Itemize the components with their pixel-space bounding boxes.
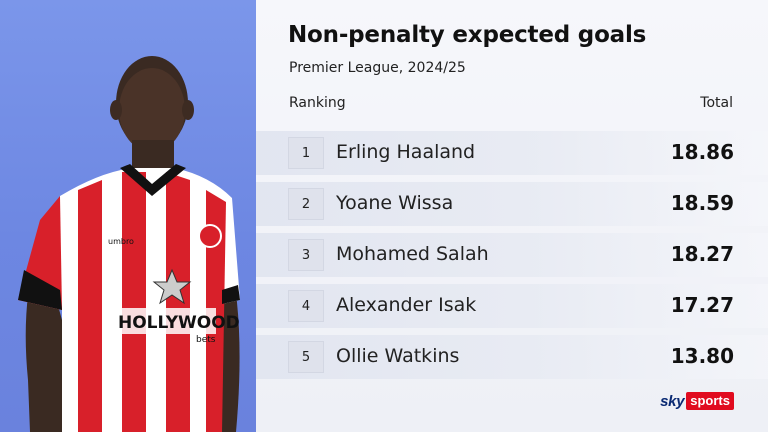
table-row: 4 Alexander Isak 17.27 — [256, 284, 768, 328]
sky-sports-logo: sky sports — [660, 391, 734, 411]
table-row: 5 Ollie Watkins 13.80 — [256, 335, 768, 379]
player-name: Ollie Watkins — [336, 345, 460, 367]
page-title: Non-penalty expected goals — [288, 22, 647, 48]
player-photo: HOLLYWOOD bets umbro — [0, 0, 256, 432]
player-illustration: HOLLYWOOD bets umbro — [18, 56, 240, 432]
player-value: 18.86 — [670, 140, 734, 164]
rank-badge: 5 — [288, 341, 324, 373]
rank-badge: 1 — [288, 137, 324, 169]
ranking-table: 1 Erling Haaland 18.86 2 Yoane Wissa 18.… — [256, 131, 768, 386]
shirt-sponsor-sub: bets — [196, 335, 216, 345]
column-header-total: Total — [700, 95, 733, 111]
rank-badge: 2 — [288, 188, 324, 220]
table-row: 3 Mohamed Salah 18.27 — [256, 233, 768, 277]
player-value: 18.27 — [670, 242, 734, 266]
player-name: Yoane Wissa — [336, 192, 454, 214]
stats-panel: Non-penalty expected goals Premier Leagu… — [256, 0, 768, 432]
column-header-ranking: Ranking — [289, 95, 346, 111]
table-row: 1 Erling Haaland 18.86 — [256, 131, 768, 175]
player-name: Mohamed Salah — [336, 243, 489, 265]
kit-brand: umbro — [108, 237, 134, 246]
player-name: Alexander Isak — [336, 294, 477, 316]
rank-badge: 3 — [288, 239, 324, 271]
shirt-sponsor: HOLLYWOOD — [118, 313, 240, 333]
logo-sky-text: sky — [660, 392, 685, 410]
table-row: 2 Yoane Wissa 18.59 — [256, 182, 768, 226]
player-value: 17.27 — [670, 293, 734, 317]
logo-sports-text: sports — [686, 392, 734, 410]
player-name: Erling Haaland — [336, 141, 476, 163]
player-value: 13.80 — [670, 344, 734, 368]
page-subtitle: Premier League, 2024/25 — [289, 60, 466, 76]
player-value: 18.59 — [670, 191, 734, 215]
rank-badge: 4 — [288, 290, 324, 322]
